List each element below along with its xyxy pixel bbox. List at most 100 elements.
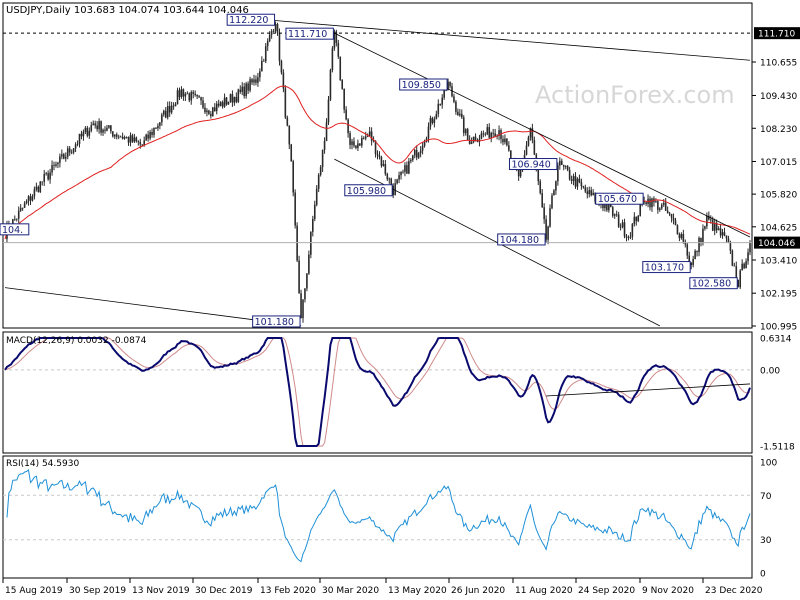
x-tick-label: 13 Feb 2020 [260, 586, 316, 596]
x-tick-label: 13 May 2020 [388, 586, 447, 596]
candle-body [455, 101, 457, 112]
swing-label: 105.670 [598, 194, 637, 205]
candle-body [55, 164, 57, 166]
candle-body [592, 192, 594, 196]
candle-body [504, 138, 506, 143]
candle-body [274, 24, 277, 32]
candle-body [433, 119, 436, 123]
candle-body [325, 122, 328, 141]
price-frame [2, 2, 753, 329]
candle-body [470, 142, 473, 144]
candle-body [255, 79, 257, 83]
candle-body [721, 232, 724, 236]
candle-body [196, 94, 198, 97]
swing-label: 105.980 [347, 186, 386, 197]
candle-body [690, 262, 692, 266]
price-y-tick-label: 103.410 [760, 257, 797, 267]
candle-body [45, 173, 47, 175]
candle-body [88, 130, 91, 136]
candle-body [323, 140, 326, 150]
candle-body [362, 138, 365, 139]
candle-body [47, 173, 49, 180]
candle-body [112, 131, 114, 137]
candle-body [376, 154, 379, 156]
candle-body [453, 96, 455, 102]
candle-body [82, 131, 85, 137]
candle-body [462, 117, 465, 134]
candle-body [68, 148, 71, 153]
candle-body [163, 110, 165, 115]
candle-body [627, 236, 630, 238]
candle-body [457, 111, 459, 116]
candle-body [686, 244, 689, 256]
candle-body [280, 60, 283, 73]
candle-body [413, 150, 416, 156]
candle-body [655, 201, 657, 203]
candle-body [508, 145, 510, 151]
candle-body [284, 88, 287, 118]
candle-body [670, 213, 673, 218]
candle-body [380, 157, 383, 166]
candle-body [580, 182, 583, 187]
candle-body [63, 154, 65, 159]
candle-body [713, 222, 716, 231]
candle-body [421, 145, 424, 151]
price-y-tick-label: 108.230 [760, 125, 797, 135]
candle-body [315, 188, 318, 205]
candle-body [576, 178, 579, 187]
candle-body [264, 46, 267, 62]
candle-body [659, 208, 661, 210]
candle-body [312, 219, 314, 232]
x-tick-label: 13 Nov 2019 [132, 586, 190, 596]
hline-price-tag-bg [754, 27, 800, 40]
candle-body [247, 83, 249, 91]
candle-body [149, 131, 151, 139]
candle-body [461, 113, 463, 118]
current-price-tag: 104.046 [758, 239, 795, 249]
candle-body [411, 155, 414, 161]
candle-body [351, 141, 353, 145]
candle-body [570, 179, 573, 181]
candle-body [547, 226, 549, 240]
candle-body [119, 136, 122, 138]
price-y-tick-label: 107.015 [760, 158, 797, 168]
x-tick-label: 26 Jun 2020 [451, 586, 505, 596]
candle-body [476, 141, 479, 143]
swing-label-box [399, 78, 448, 91]
candle-body [190, 92, 193, 101]
candle-body [731, 250, 734, 266]
candle-body [53, 165, 55, 166]
candle-body [355, 145, 357, 148]
candle-body [213, 107, 216, 112]
candle-body [625, 236, 628, 238]
candle-body [239, 89, 242, 92]
candle-body [698, 237, 700, 253]
candle-body [184, 93, 187, 97]
candle-body [559, 160, 561, 166]
candle-body [704, 226, 706, 229]
candle-body [70, 152, 73, 154]
candle-body [635, 216, 638, 221]
price-panel: 110.655 109.430 108.230 107.015 105.820 104.6… [0, 2, 800, 333]
candle-body [166, 106, 169, 118]
x-tick-label: 15 Aug 2019 [5, 586, 63, 596]
candle-body [72, 148, 75, 153]
candle-body [562, 165, 565, 167]
candle-body [553, 190, 555, 196]
candle-body [370, 131, 373, 141]
candle-body [568, 170, 571, 180]
candle-body [286, 117, 289, 126]
candle-body [749, 242, 751, 253]
candle-body [447, 81, 449, 90]
candle-body [649, 198, 651, 208]
candle-body [441, 97, 443, 105]
candle-body [435, 114, 438, 120]
candle-body [459, 113, 461, 116]
swing-label: 101.180 [255, 317, 294, 328]
candle-body [737, 280, 740, 288]
candle-body [674, 220, 677, 226]
candle-body [404, 165, 406, 172]
x-tick-label: 30 Sep 2019 [69, 586, 126, 596]
candle-body [310, 231, 312, 255]
candle-body [292, 161, 294, 193]
